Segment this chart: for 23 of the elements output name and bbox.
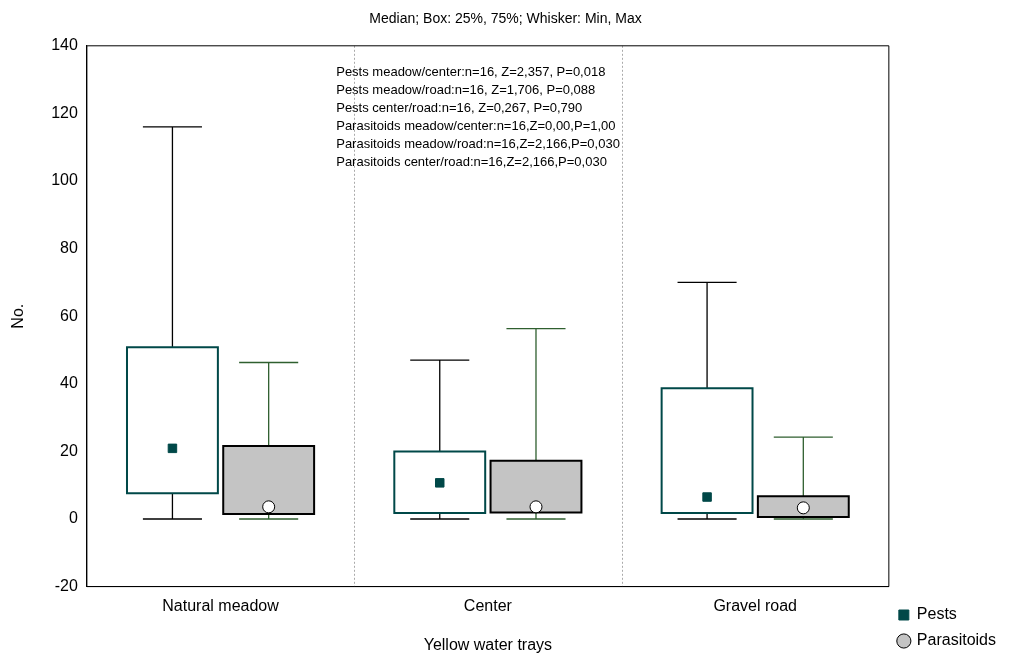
- x-axis-title: Yellow water trays: [423, 635, 553, 653]
- annotation: Parasitoids meadow/road:n=16,Z=2,166,P=0,030: [336, 135, 620, 151]
- annotation: Parasitoids meadow/center:n=16,Z=0,00,P=1,00: [336, 117, 616, 133]
- chart-title: Median; Box: 25%, 75%; Whisker: Min, Max: [369, 10, 642, 27]
- legend-label: Pests: [916, 605, 957, 623]
- annotation: Pests meadow/road:n=16, Z=1,706, P=0,088: [336, 81, 596, 97]
- x-tick-label: Natural meadow: [162, 596, 280, 614]
- y-axis-title: No.: [9, 303, 27, 329]
- x-tick-label: Gravel road: [713, 596, 797, 614]
- y-tick-label: 60: [60, 306, 78, 324]
- y-tick-label: 40: [60, 374, 78, 392]
- y-tick-label: 20: [60, 441, 78, 459]
- annotation: Parasitoids center/road:n=16,Z=2,166,P=0,030: [336, 153, 607, 169]
- x-tick-label: Center: [463, 596, 513, 614]
- annotation: Pests center/road:n=16, Z=0,267, P=0,790: [336, 99, 583, 115]
- y-tick-label: 0: [68, 509, 78, 527]
- y-tick-label: 80: [60, 239, 78, 257]
- annotation: Pests meadow/center:n=16, Z=2,357, P=0,018: [336, 63, 606, 79]
- legend-label: Parasitoids: [916, 631, 997, 649]
- y-tick-label: -20: [54, 577, 78, 595]
- y-tick-label: 140: [51, 36, 78, 54]
- y-tick-label: 120: [51, 103, 78, 121]
- y-tick-label: 100: [51, 171, 78, 189]
